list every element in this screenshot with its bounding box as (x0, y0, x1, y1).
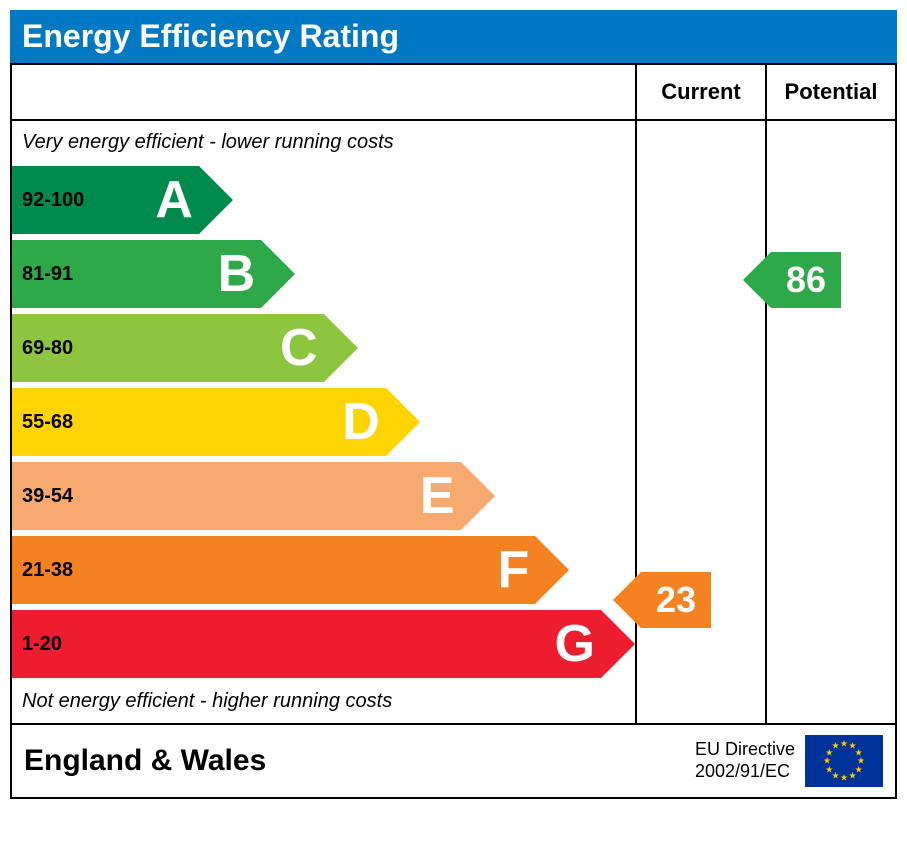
band-bar-a: 92-100 A (12, 166, 635, 234)
current-value: 23 (641, 572, 711, 628)
band-body: 39-54 E (12, 462, 461, 530)
eu-star-icon: ★ (831, 741, 839, 752)
band-arrow-icon (461, 462, 495, 530)
band-range: 39-54 (22, 485, 73, 508)
band-range: 81-91 (22, 263, 73, 286)
band-letter: A (155, 174, 193, 226)
band-range: 69-80 (22, 337, 73, 360)
potential-column: 86 (765, 121, 895, 723)
header-row: Current Potential (12, 65, 895, 121)
directive-line1: EU Directive (695, 739, 795, 761)
current-column: 23 (635, 121, 765, 723)
pointer-arrow-icon (743, 252, 771, 308)
directive-line2: 2002/91/EC (695, 761, 795, 783)
chart-body: Current Potential Very energy efficient … (10, 63, 897, 799)
band-arrow-icon (324, 314, 358, 382)
band-body: 81-91 B (12, 240, 261, 308)
band-body: 92-100 A (12, 166, 199, 234)
header-spacer (12, 65, 635, 119)
band-letter: G (555, 618, 595, 670)
band-letter: B (218, 248, 256, 300)
eu-star-icon: ★ (840, 773, 848, 784)
band-body: 1-20 G (12, 610, 601, 678)
band-arrow-icon (386, 388, 420, 456)
band-bar-c: 69-80 C (12, 314, 635, 382)
footer-directive: EU Directive 2002/91/EC (695, 739, 795, 782)
caption-bottom: Not energy efficient - higher running co… (12, 684, 635, 715)
band-range: 21-38 (22, 559, 73, 582)
band-arrow-icon (535, 536, 569, 604)
eu-star-icon: ★ (840, 739, 848, 750)
band-bar-g: 1-20 G (12, 610, 635, 678)
bars-area: Very energy efficient - lower running co… (12, 121, 635, 723)
band-body: 55-68 D (12, 388, 386, 456)
caption-top: Very energy efficient - lower running co… (12, 129, 635, 160)
band-range: 92-100 (22, 189, 84, 212)
band-body: 69-80 C (12, 314, 324, 382)
header-potential: Potential (765, 65, 895, 119)
band-letter: E (420, 470, 455, 522)
band-range: 1-20 (22, 633, 62, 656)
band-arrow-icon (199, 166, 233, 234)
band-range: 55-68 (22, 411, 73, 434)
potential-value: 86 (771, 252, 841, 308)
band-arrow-icon (261, 240, 295, 308)
eu-flag-icon: ★★★★★★★★★★★★ (805, 735, 883, 787)
footer-region: England & Wales (24, 744, 695, 778)
band-bar-f: 21-38 F (12, 536, 635, 604)
header-current: Current (635, 65, 765, 119)
band-bar-d: 55-68 D (12, 388, 635, 456)
epc-chart: Energy Efficiency Rating Current Potenti… (0, 0, 907, 853)
footer-row: England & Wales EU Directive 2002/91/EC … (12, 723, 895, 797)
body-row: Very energy efficient - lower running co… (12, 121, 895, 723)
eu-star-icon: ★ (848, 770, 856, 781)
band-letter: F (498, 544, 530, 596)
band-letter: C (280, 322, 318, 374)
pointer-arrow-icon (613, 572, 641, 628)
band-bar-b: 81-91 B (12, 240, 635, 308)
title-bar: Energy Efficiency Rating (10, 10, 897, 63)
band-body: 21-38 F (12, 536, 535, 604)
band-bar-e: 39-54 E (12, 462, 635, 530)
potential-pointer: 86 (743, 252, 841, 308)
current-pointer: 23 (613, 572, 711, 628)
band-letter: D (342, 396, 380, 448)
